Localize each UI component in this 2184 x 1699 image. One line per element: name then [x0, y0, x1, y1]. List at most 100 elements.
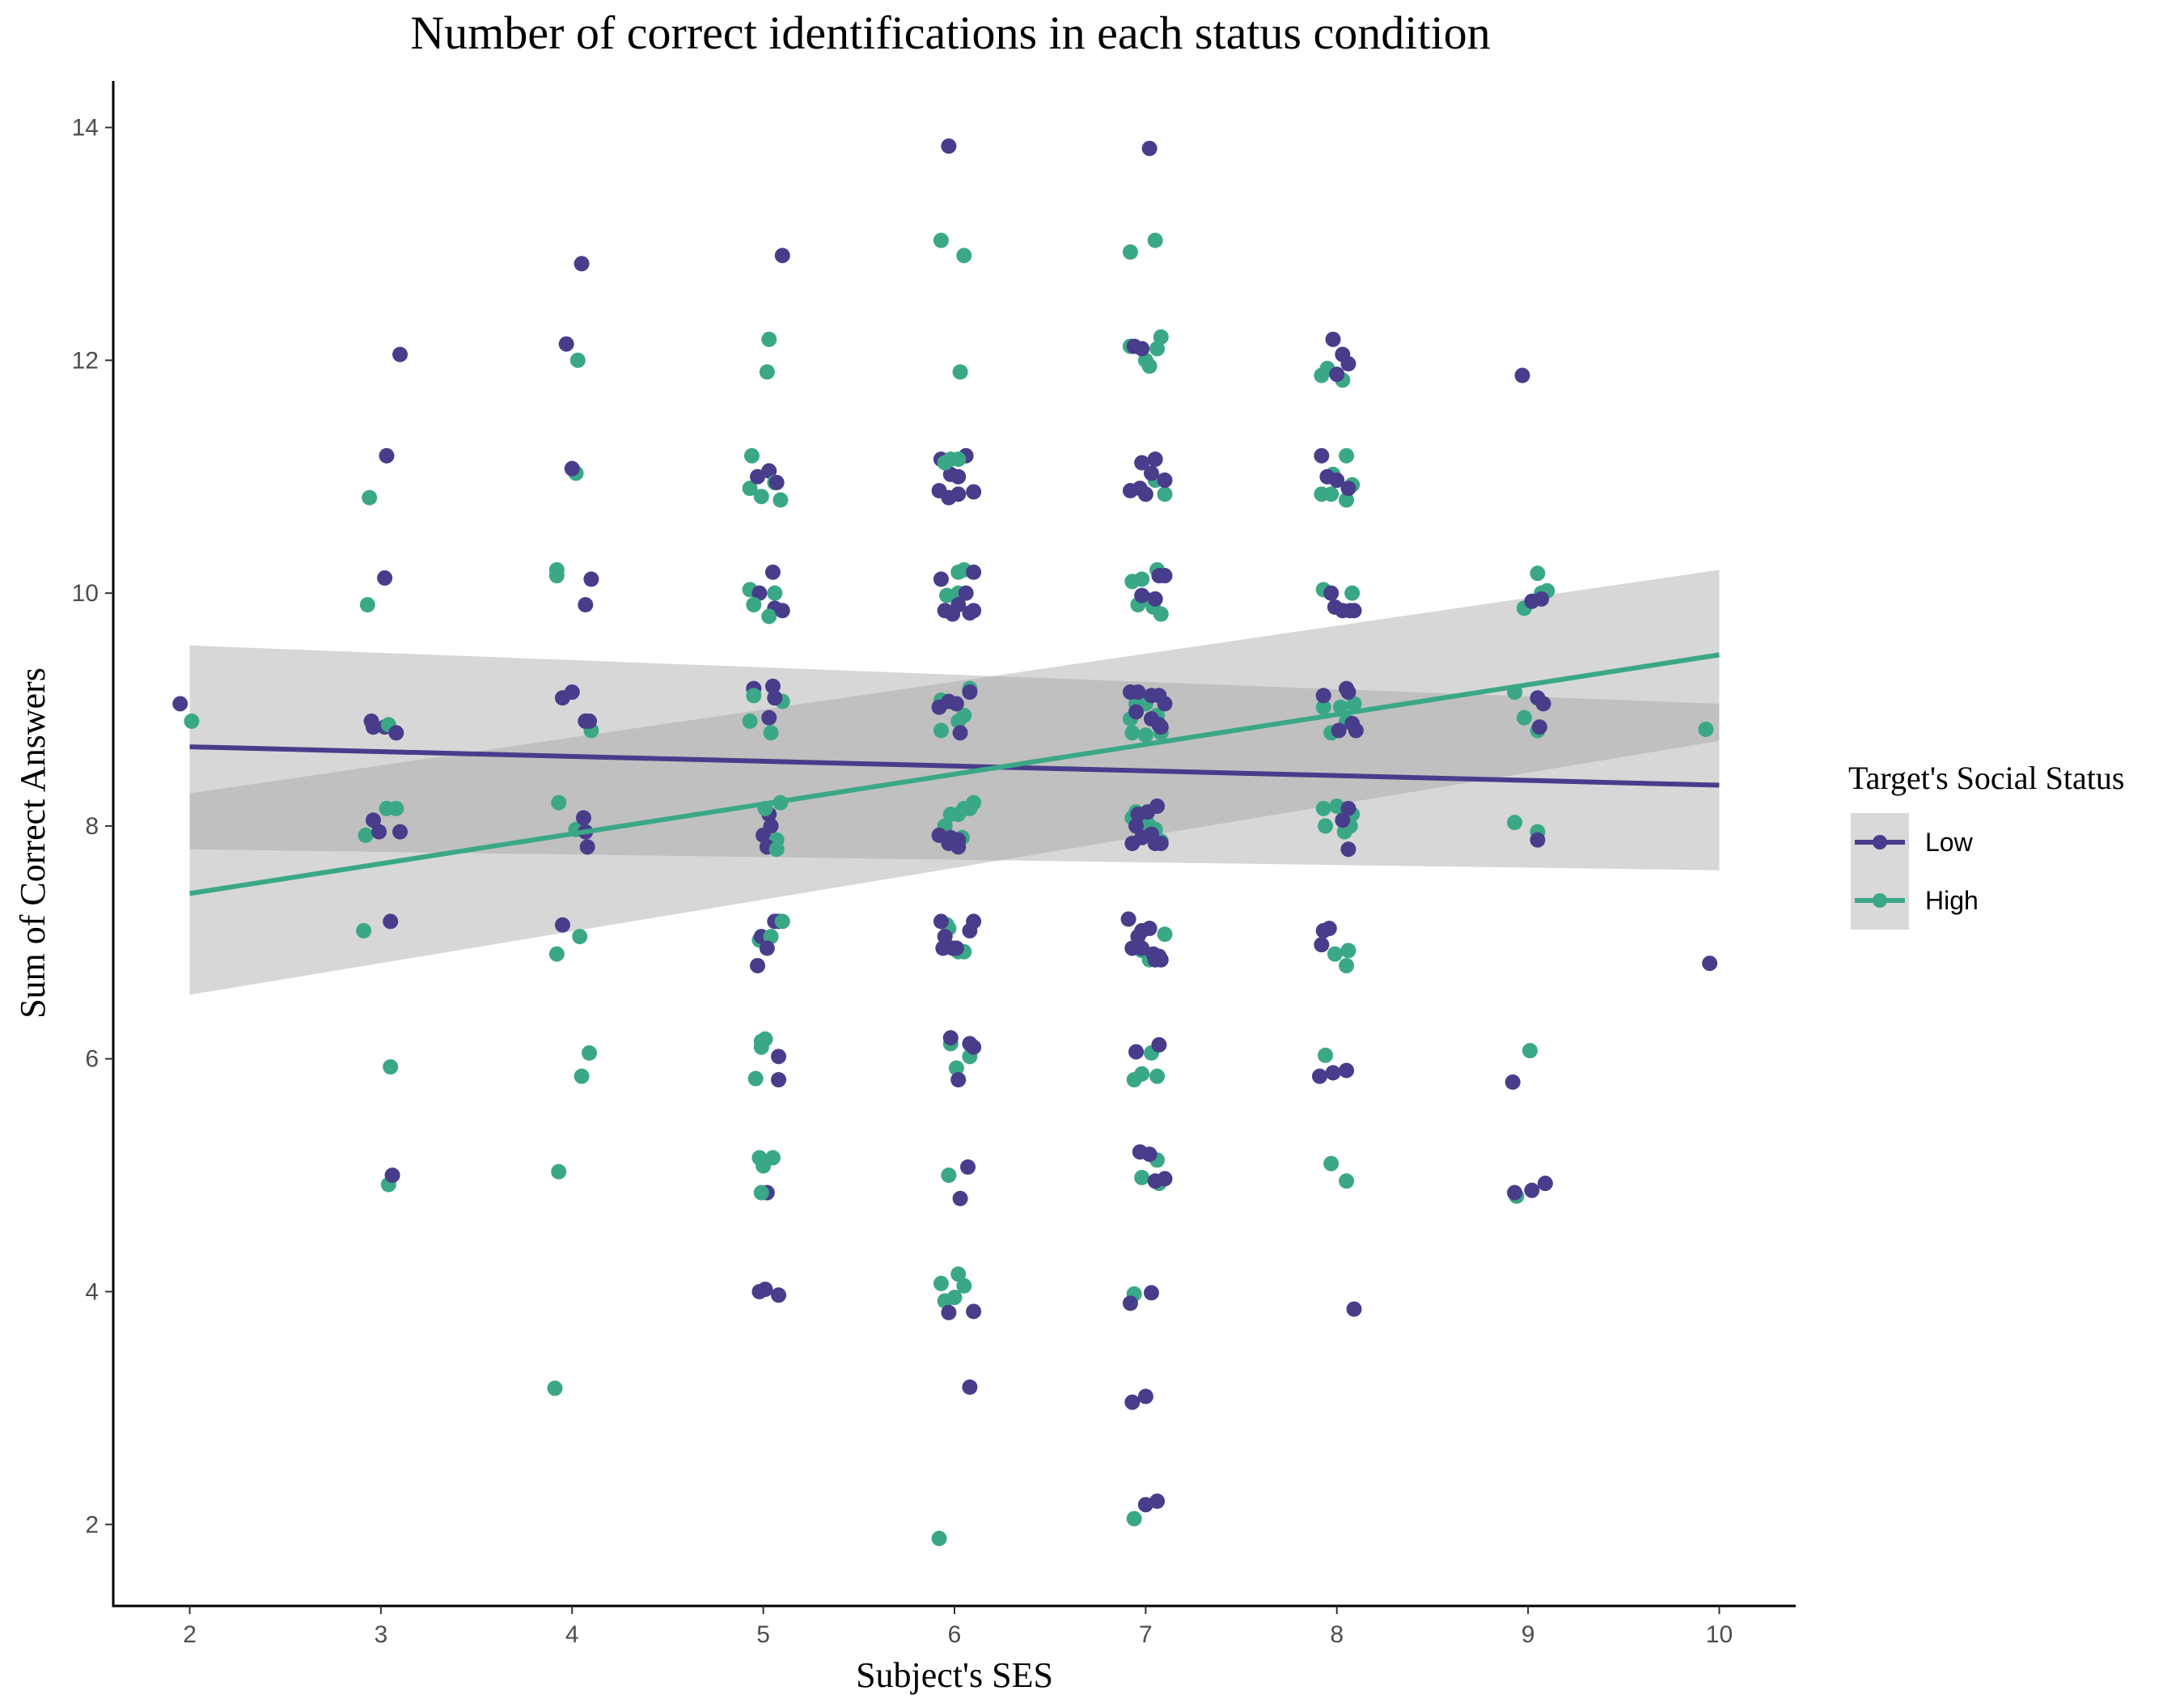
- data-point-low: [1153, 836, 1169, 851]
- legend-label-high: High: [1925, 886, 1979, 915]
- data-point-low: [1141, 921, 1158, 937]
- data-point-low: [1157, 696, 1173, 712]
- data-point-low: [1151, 948, 1167, 964]
- data-point-low: [575, 810, 591, 826]
- data-point-low: [764, 678, 781, 694]
- data-point-high: [1149, 1068, 1166, 1084]
- data-point-low: [768, 474, 785, 490]
- data-point-low: [1143, 465, 1159, 481]
- data-point-low: [1537, 1176, 1553, 1192]
- data-point-low: [1128, 704, 1145, 720]
- legend-key-low-point: [1873, 835, 1887, 850]
- data-point-low: [946, 836, 963, 851]
- data-point-high: [742, 713, 758, 729]
- data-point-low: [962, 922, 978, 938]
- data-point-low: [1325, 331, 1341, 347]
- data-point-high: [763, 929, 779, 945]
- data-point-high: [950, 451, 967, 468]
- data-point-low: [1339, 1062, 1355, 1078]
- data-point-low: [764, 564, 781, 580]
- data-point-low: [966, 564, 982, 580]
- data-point-low: [583, 571, 599, 587]
- data-point-low: [962, 1379, 978, 1395]
- data-point-low: [1315, 688, 1331, 704]
- data-point-high: [756, 1158, 772, 1174]
- data-point-low: [960, 1159, 976, 1176]
- y-tick-label: 8: [85, 813, 99, 840]
- data-point-high: [1507, 815, 1523, 831]
- data-point-high: [1315, 800, 1331, 816]
- data-point-high: [931, 1531, 947, 1547]
- data-point-low: [1157, 568, 1173, 584]
- data-point-high: [383, 1059, 399, 1075]
- data-point-low: [1530, 832, 1546, 848]
- fit-lines: [189, 652, 1720, 896]
- data-point-low: [966, 484, 982, 500]
- data-point-high: [551, 794, 567, 811]
- data-point-low: [771, 1287, 787, 1303]
- data-point-low: [1314, 447, 1330, 464]
- data-point-high: [1124, 725, 1141, 741]
- data-point-high: [933, 722, 949, 739]
- y-tick-label: 12: [72, 347, 99, 374]
- data-point-high: [761, 331, 777, 347]
- data-point-low: [1531, 719, 1547, 735]
- data-point-high: [933, 1275, 949, 1291]
- data-point-high: [746, 597, 762, 613]
- data-point-low: [966, 1039, 982, 1055]
- data-point-low: [1321, 921, 1337, 937]
- data-point-low: [578, 597, 594, 613]
- data-point-low: [1143, 1285, 1159, 1301]
- data-point-low: [757, 1282, 773, 1298]
- data-point-high: [753, 1184, 769, 1201]
- data-point-low: [1323, 585, 1340, 601]
- data-point-high: [1323, 486, 1340, 502]
- y-axis-title: Sum of Correct Answers: [13, 667, 53, 1019]
- data-point-low: [1505, 1074, 1521, 1090]
- data-point-high: [761, 608, 777, 625]
- data-point-low: [1311, 1068, 1327, 1084]
- data-point-high: [966, 794, 982, 811]
- x-tick-label: 10: [1706, 1621, 1733, 1648]
- data-point-low: [1134, 455, 1150, 471]
- data-point-low: [1340, 356, 1357, 372]
- data-point-high: [1137, 727, 1153, 744]
- data-point-low: [948, 696, 964, 712]
- data-point-low: [962, 605, 978, 621]
- data-point-low: [1348, 722, 1364, 739]
- data-point-high: [746, 688, 762, 704]
- data-point-low: [365, 719, 381, 735]
- data-point-low: [564, 684, 580, 700]
- data-point-low: [1124, 836, 1141, 851]
- data-point-high: [933, 232, 949, 248]
- data-point-low: [582, 713, 598, 729]
- data-point-high: [941, 1167, 957, 1184]
- data-point-low: [1314, 937, 1330, 953]
- data-point-high: [551, 1163, 567, 1180]
- data-point-low: [948, 940, 964, 956]
- data-point-low: [941, 1304, 957, 1320]
- data-point-low: [1340, 800, 1357, 816]
- data-point-low: [1340, 684, 1357, 700]
- fit-line-high: [189, 652, 1720, 896]
- x-tick-label: 3: [375, 1621, 388, 1648]
- data-point-high: [1339, 1173, 1355, 1189]
- y-tick-label: 4: [85, 1278, 99, 1305]
- data-point-low: [579, 839, 595, 855]
- confidence-band-high: [189, 570, 1720, 995]
- data-point-low: [1128, 1044, 1145, 1060]
- data-point-high: [1339, 447, 1355, 464]
- data-point-low: [1147, 451, 1163, 468]
- data-point-low: [1331, 722, 1347, 739]
- data-point-low: [771, 1049, 787, 1065]
- legend: Target's Social Status Low High: [1848, 760, 2124, 930]
- data-point-high: [950, 713, 967, 729]
- data-point-low: [1157, 1171, 1173, 1187]
- data-point-high: [774, 913, 790, 930]
- data-point-high: [1134, 571, 1150, 587]
- data-point-low: [1149, 798, 1166, 814]
- data-point-high: [582, 1045, 598, 1061]
- data-point-high: [1149, 341, 1166, 357]
- data-point-low: [384, 1167, 400, 1184]
- data-point-low: [1346, 1301, 1362, 1317]
